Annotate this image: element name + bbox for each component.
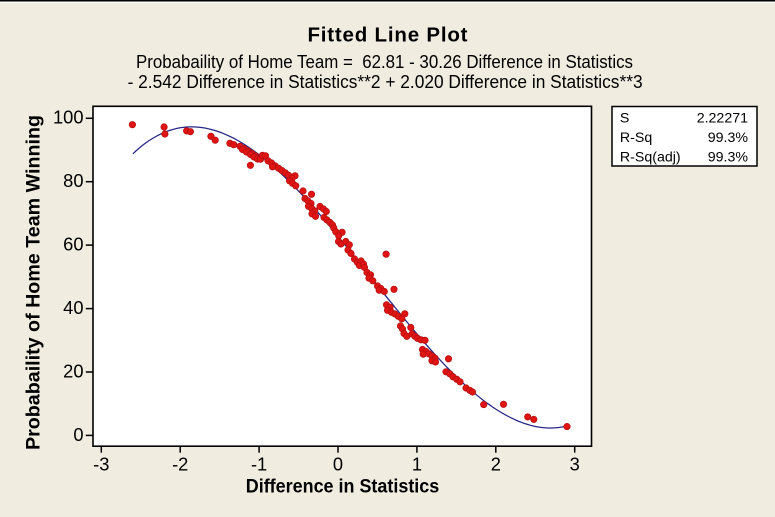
svg-text:R-Sq: R-Sq (620, 130, 652, 146)
svg-text:2.22271: 2.22271 (697, 111, 748, 127)
svg-text:S: S (620, 111, 629, 127)
svg-text:Probabaility of Home Team Winn: Probabaility of Home Team Winning (23, 115, 45, 450)
svg-text:99.3%: 99.3% (708, 130, 749, 146)
svg-text:40: 40 (63, 297, 83, 318)
svg-text:99.3%: 99.3% (708, 149, 749, 165)
svg-text:2: 2 (491, 453, 501, 474)
svg-text:-1: -1 (251, 453, 267, 474)
svg-text:80: 80 (63, 170, 83, 191)
svg-text:0: 0 (73, 424, 83, 445)
svg-text:100: 100 (53, 107, 84, 128)
svg-text:Probabaility of Home Team = 6: Probabaility of Home Team = 62.81 - 30.2… (136, 51, 633, 72)
svg-text:Fitted Line Plot: Fitted Line Plot (307, 23, 468, 46)
svg-text:60: 60 (63, 234, 83, 255)
svg-text:-2: -2 (172, 453, 188, 474)
svg-text:Difference in Statistics: Difference in Statistics (246, 476, 440, 498)
svg-text:3: 3 (570, 453, 580, 474)
svg-text:- 2.542 Difference in Statisti: - 2.542 Difference in Statistics**2 + 2.… (128, 71, 643, 92)
svg-text:1: 1 (412, 453, 422, 474)
svg-text:20: 20 (63, 360, 83, 381)
svg-text:0: 0 (333, 453, 343, 474)
svg-text:-3: -3 (93, 453, 109, 474)
svg-text:R-Sq(adj): R-Sq(adj) (620, 149, 681, 165)
